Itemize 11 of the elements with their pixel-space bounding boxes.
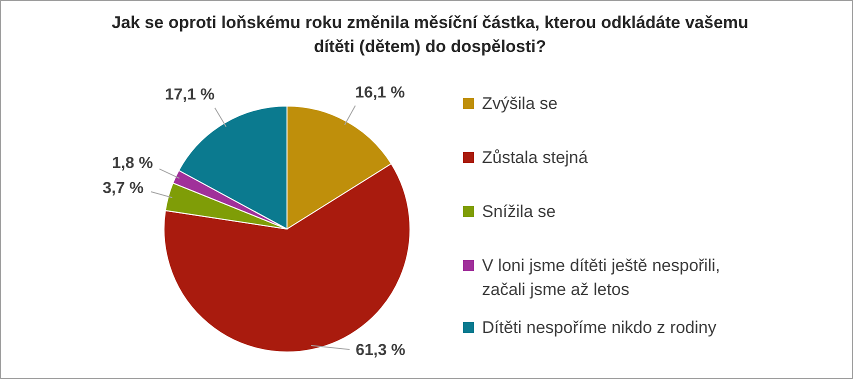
data-label: 1,8 % [112,154,153,172]
data-label: 17,1 % [164,86,215,104]
legend-label: Snížila se [482,202,556,221]
data-label: 61,3 % [356,342,406,360]
legend-label: Dítěti nespoříme nikdo z rodiny [482,318,717,337]
data-label: 3,7 % [102,180,144,198]
chart-title: Jak se oproti loňskému roku změnila měsíční částka, kterou odkládáte vašemu dítěti (dětem) do dospělosti? [112,13,748,56]
legend-label: Zvýšila se [482,94,558,113]
legend-label: V loni jsme dítěti ještě nespořili, začali jsme až letos [482,256,720,299]
legend-label: Zůstala stejná [482,148,588,167]
data-label: 16,1 % [355,84,405,102]
